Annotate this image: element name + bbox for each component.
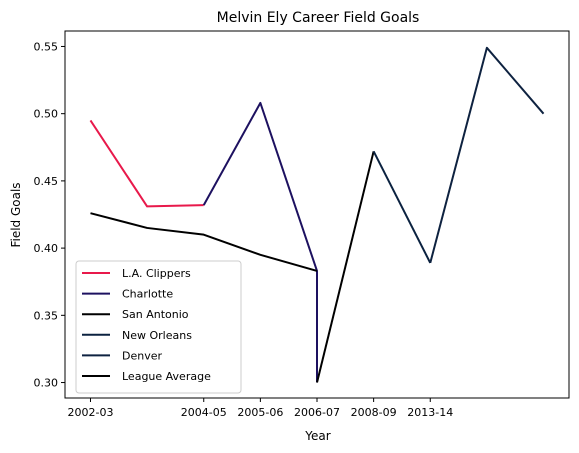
chart-title: Melvin Ely Career Field Goals (217, 10, 420, 26)
x-axis-label: Year (304, 429, 330, 443)
y-tick-label: 0.40 (34, 242, 59, 255)
y-axis-label: Field Goals (9, 182, 23, 247)
x-tick-label: 2004-05 (181, 406, 227, 419)
series-line-5 (90, 212, 318, 272)
y-axis: 0.30 0.35 0.40 0.45 0.50 0.55 (34, 40, 65, 390)
series-line-2 (316, 151, 375, 383)
y-tick-label: 0.30 (34, 377, 59, 390)
legend-label: San Antonio (122, 308, 189, 321)
x-tick-label: 2006-07 (294, 406, 340, 419)
series-line-4 (429, 46, 545, 264)
y-tick-label: 0.55 (34, 40, 59, 53)
legend: L.A. Clippers Charlotte San Antonio New Orl… (75, 260, 242, 394)
y-tick-label: 0.35 (34, 309, 59, 322)
legend-label: League Average (122, 370, 211, 383)
legend-label: Charlotte (122, 288, 173, 301)
x-tick-label: 2008-09 (351, 406, 397, 419)
plot-series (89, 46, 545, 383)
legend-label: New Orleans (122, 329, 192, 342)
legend-box (75, 260, 242, 394)
series-line-0 (89, 119, 204, 208)
series-line-3 (372, 150, 432, 264)
series-line-1 (202, 101, 318, 383)
y-tick-label: 0.45 (34, 175, 59, 188)
x-tick-label: 2013-14 (407, 406, 453, 419)
x-axis: 2002-03 2004-05 2005-06 2006-07 2008-09 2013-… (67, 398, 453, 419)
x-tick-label: 2005-06 (237, 406, 283, 419)
legend-label: L.A. Clippers (122, 267, 191, 280)
x-tick-label: 2002-03 (67, 406, 113, 419)
y-tick-label: 0.50 (34, 108, 59, 121)
legend-label: Denver (122, 349, 162, 362)
